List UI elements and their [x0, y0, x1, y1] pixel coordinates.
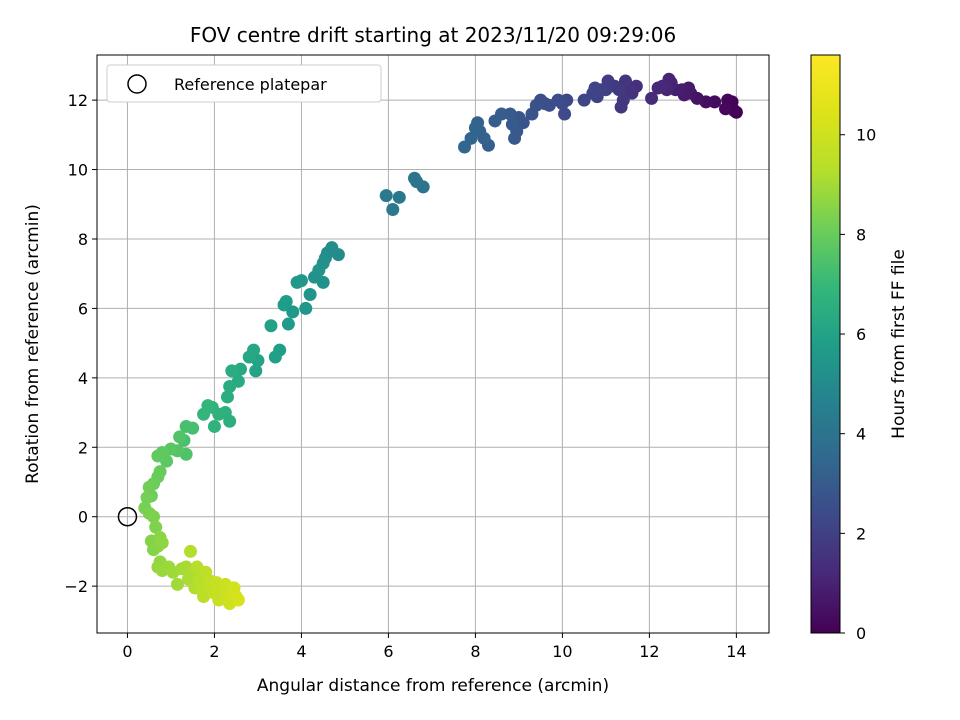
data-point: [505, 117, 519, 131]
data-point: [586, 86, 600, 100]
data-point: [147, 510, 161, 524]
data-point: [408, 171, 422, 185]
data-point: [225, 364, 239, 378]
y-axis-label: Rotation from reference (arcmin): [23, 204, 43, 484]
colorbar-tick-label: 4: [856, 425, 866, 444]
data-point: [179, 419, 193, 433]
y-tick-label: 10: [68, 161, 88, 180]
data-point: [558, 107, 572, 121]
data-point: [151, 449, 165, 463]
y-axis-ticks: −2 0 2 4 6 8 10 12: [64, 91, 97, 596]
reference-platepar-marker: [117, 506, 138, 527]
data-point: [231, 593, 245, 607]
legend: Reference platepar: [106, 64, 382, 103]
x-tick-label: 12: [639, 642, 659, 661]
plot-frame: [96, 54, 770, 634]
data-point: [614, 100, 628, 114]
data-point: [197, 407, 211, 421]
colorbar-tick-label: 10: [856, 126, 876, 145]
data-point: [379, 189, 393, 203]
colorbar-tick-label: 8: [856, 225, 866, 244]
data-point: [207, 419, 221, 433]
chart-title: FOV centre drift starting at 2023/11/20 …: [190, 23, 676, 47]
data-point: [307, 270, 321, 284]
x-axis-label: Angular distance from reference (arcmin): [257, 676, 609, 696]
data-points: [138, 72, 743, 610]
x-tick-label: 14: [726, 642, 746, 661]
x-tick-label: 0: [122, 642, 132, 661]
data-point: [488, 114, 502, 128]
y-tick-label: 8: [78, 230, 88, 249]
data-point: [290, 275, 304, 289]
y-tick-label: 4: [78, 369, 88, 388]
data-point: [140, 491, 154, 505]
colorbar-tick-label: 0: [856, 624, 866, 643]
grid-lines: [97, 55, 769, 633]
data-point: [508, 131, 522, 145]
data-point: [249, 364, 263, 378]
data-point: [149, 520, 163, 534]
data-point: [142, 480, 156, 494]
data-point: [386, 202, 400, 216]
data-point: [303, 288, 317, 302]
data-point: [277, 298, 291, 312]
x-tick-label: 10: [552, 642, 572, 661]
y-tick-label: 12: [68, 91, 88, 110]
y-tick-label: 6: [78, 299, 88, 318]
y-tick-label: 0: [78, 508, 88, 527]
y-tick-label: −2: [64, 577, 88, 596]
data-point: [458, 140, 472, 154]
colorbar-ticks: 0 2 4 6 8 10: [840, 126, 876, 643]
legend-marker-icon: [127, 74, 147, 94]
data-point: [719, 102, 733, 116]
colorbar-label: Hours from first FF file: [889, 249, 909, 439]
legend-box: [106, 64, 382, 103]
data-point: [645, 91, 659, 105]
data-point: [651, 81, 665, 95]
y-tick-label: 2: [78, 438, 88, 457]
data-point: [468, 121, 482, 135]
data-point: [299, 301, 313, 315]
data-point: [286, 305, 300, 319]
x-tick-label: 8: [470, 642, 480, 661]
data-point: [242, 350, 256, 364]
data-point: [170, 577, 184, 591]
data-point: [577, 93, 591, 107]
data-point: [525, 107, 539, 121]
colorbar-tick-label: 2: [856, 524, 866, 543]
colorbar-tick-label: 6: [856, 325, 866, 344]
data-point: [220, 390, 234, 404]
data-point: [392, 190, 406, 204]
data-point: [197, 590, 211, 604]
data-point: [223, 380, 237, 394]
legend-entry-label: Reference platepar: [174, 75, 327, 94]
x-tick-label: 4: [296, 642, 306, 661]
x-tick-label: 6: [383, 642, 393, 661]
colorbar: [810, 54, 841, 634]
data-point: [184, 544, 198, 558]
data-point: [281, 317, 295, 331]
data-point: [173, 430, 187, 444]
data-point: [268, 350, 282, 364]
x-tick-label: 2: [209, 642, 219, 661]
data-point: [155, 536, 169, 550]
x-axis-ticks: 0 2 4 6 8 10 12 14: [122, 633, 747, 661]
data-point: [264, 319, 278, 333]
